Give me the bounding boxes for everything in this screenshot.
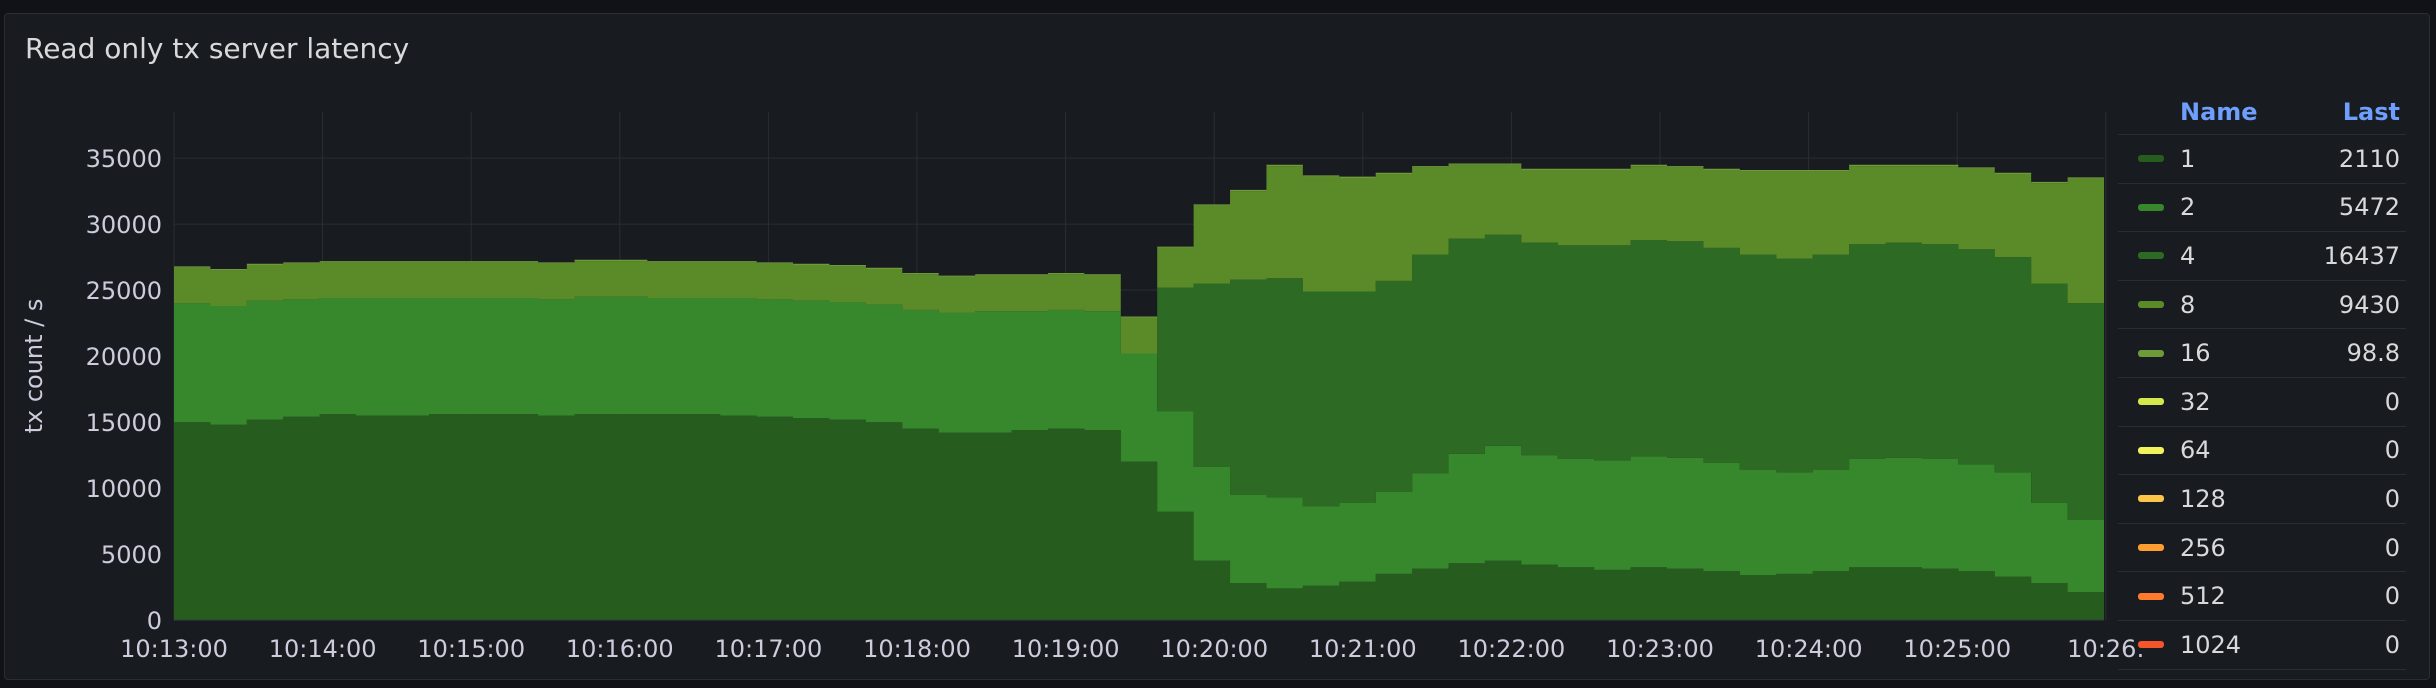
legend-swatch bbox=[2138, 203, 2164, 211]
legend-swatch bbox=[2138, 398, 2164, 406]
legend-row-2[interactable]: 2 5472 bbox=[2118, 184, 2406, 233]
legend-series-name: 128 bbox=[2180, 484, 2226, 513]
legend-series-name: 1024 bbox=[2180, 630, 2242, 659]
legend-series-name: 512 bbox=[2180, 582, 2226, 611]
panel-title: Read only tx server latency bbox=[25, 32, 410, 65]
legend-last-value: 0 bbox=[2384, 533, 2400, 562]
x-tick-label: 10:26: bbox=[2067, 635, 2144, 663]
legend-last-value: 0 bbox=[2384, 630, 2400, 659]
legend-row-1024[interactable]: 1024 0 bbox=[2118, 621, 2406, 670]
legend-last-value: 2110 bbox=[2338, 144, 2400, 173]
legend-row-256[interactable]: 256 0 bbox=[2118, 524, 2406, 573]
legend-swatch bbox=[2138, 155, 2164, 163]
legend-swatch bbox=[2138, 301, 2164, 309]
x-tick-label: 10:15:00 bbox=[417, 635, 525, 663]
x-tick-label: 10:14:00 bbox=[269, 635, 377, 663]
y-tick-label: 0 bbox=[147, 607, 162, 635]
y-axis-label: tx count / s bbox=[20, 299, 48, 434]
y-tick-label: 30000 bbox=[86, 211, 162, 239]
legend-header: Name Last bbox=[2118, 90, 2406, 135]
x-tick-label: 10:13:00 bbox=[120, 635, 228, 663]
x-tick-label: 10:25:00 bbox=[1903, 635, 2011, 663]
series-area-1 bbox=[174, 414, 2104, 620]
legend-row-1[interactable]: 1 2110 bbox=[2118, 135, 2406, 184]
legend-series-name: 256 bbox=[2180, 533, 2226, 562]
legend-last-value: 0 bbox=[2384, 484, 2400, 513]
legend-series-name: 16 bbox=[2180, 339, 2211, 368]
legend-swatch bbox=[2138, 252, 2164, 260]
x-tick-label: 10:24:00 bbox=[1755, 635, 1863, 663]
series-area-2 bbox=[174, 296, 2104, 593]
series-area-4 bbox=[174, 234, 2104, 520]
legend-swatch bbox=[2138, 592, 2164, 600]
legend-last-value: 0 bbox=[2384, 582, 2400, 611]
x-tick-label: 10:23:00 bbox=[1606, 635, 1714, 663]
legend-series-name: 1 bbox=[2180, 144, 2196, 173]
x-tick-label: 10:16:00 bbox=[566, 635, 674, 663]
legend-swatch bbox=[2138, 544, 2164, 552]
legend-last-value: 16437 bbox=[2323, 241, 2400, 270]
legend-series-name: 64 bbox=[2180, 436, 2211, 465]
y-tick-label: 15000 bbox=[86, 409, 162, 437]
legend-row-64[interactable]: 64 0 bbox=[2118, 427, 2406, 476]
x-tick-label: 10:21:00 bbox=[1309, 635, 1417, 663]
legend-last-value: 0 bbox=[2384, 436, 2400, 465]
y-tick-label: 5000 bbox=[101, 541, 162, 569]
y-tick-label: 25000 bbox=[86, 277, 162, 305]
legend-row-8[interactable]: 8 9430 bbox=[2118, 281, 2406, 330]
legend-row-128[interactable]: 128 0 bbox=[2118, 475, 2406, 524]
x-tick-label: 10:17:00 bbox=[715, 635, 823, 663]
y-tick-label: 35000 bbox=[86, 145, 162, 173]
legend-name-header[interactable]: Name bbox=[2180, 98, 2258, 126]
legend-swatch bbox=[2138, 446, 2164, 454]
legend-last-value: 98.8 bbox=[2346, 339, 2400, 368]
legend-swatch bbox=[2138, 349, 2164, 357]
x-tick-label: 10:22:00 bbox=[1458, 635, 1566, 663]
x-tick-label: 10:20:00 bbox=[1160, 635, 1268, 663]
legend-series-name: 8 bbox=[2180, 290, 2196, 319]
legend-row-512[interactable]: 512 0 bbox=[2118, 572, 2406, 621]
x-tick-label: 10:19:00 bbox=[1012, 635, 1120, 663]
legend-series-name: 2 bbox=[2180, 193, 2196, 222]
legend-last-value: 9430 bbox=[2338, 290, 2400, 319]
legend-last-header[interactable]: Last bbox=[2342, 98, 2400, 126]
legend-row-4[interactable]: 4 16437 bbox=[2118, 232, 2406, 281]
legend-row-32[interactable]: 32 0 bbox=[2118, 378, 2406, 427]
legend-table: Name Last 1 2110 2 5472 4 16437 8 9430 16 98.8 32 0… bbox=[2118, 90, 2406, 670]
legend-swatch bbox=[2138, 641, 2164, 649]
y-tick-label: 20000 bbox=[86, 343, 162, 371]
legend-last-value: 0 bbox=[2384, 387, 2400, 416]
y-tick-label: 10000 bbox=[86, 475, 162, 503]
legend-last-value: 5472 bbox=[2338, 193, 2400, 222]
series-area-8 bbox=[174, 164, 2104, 354]
legend-series-name: 32 bbox=[2180, 387, 2211, 416]
legend-row-16[interactable]: 16 98.8 bbox=[2118, 329, 2406, 378]
legend-swatch bbox=[2138, 495, 2164, 503]
x-tick-label: 10:18:00 bbox=[863, 635, 971, 663]
legend-series-name: 4 bbox=[2180, 241, 2196, 270]
